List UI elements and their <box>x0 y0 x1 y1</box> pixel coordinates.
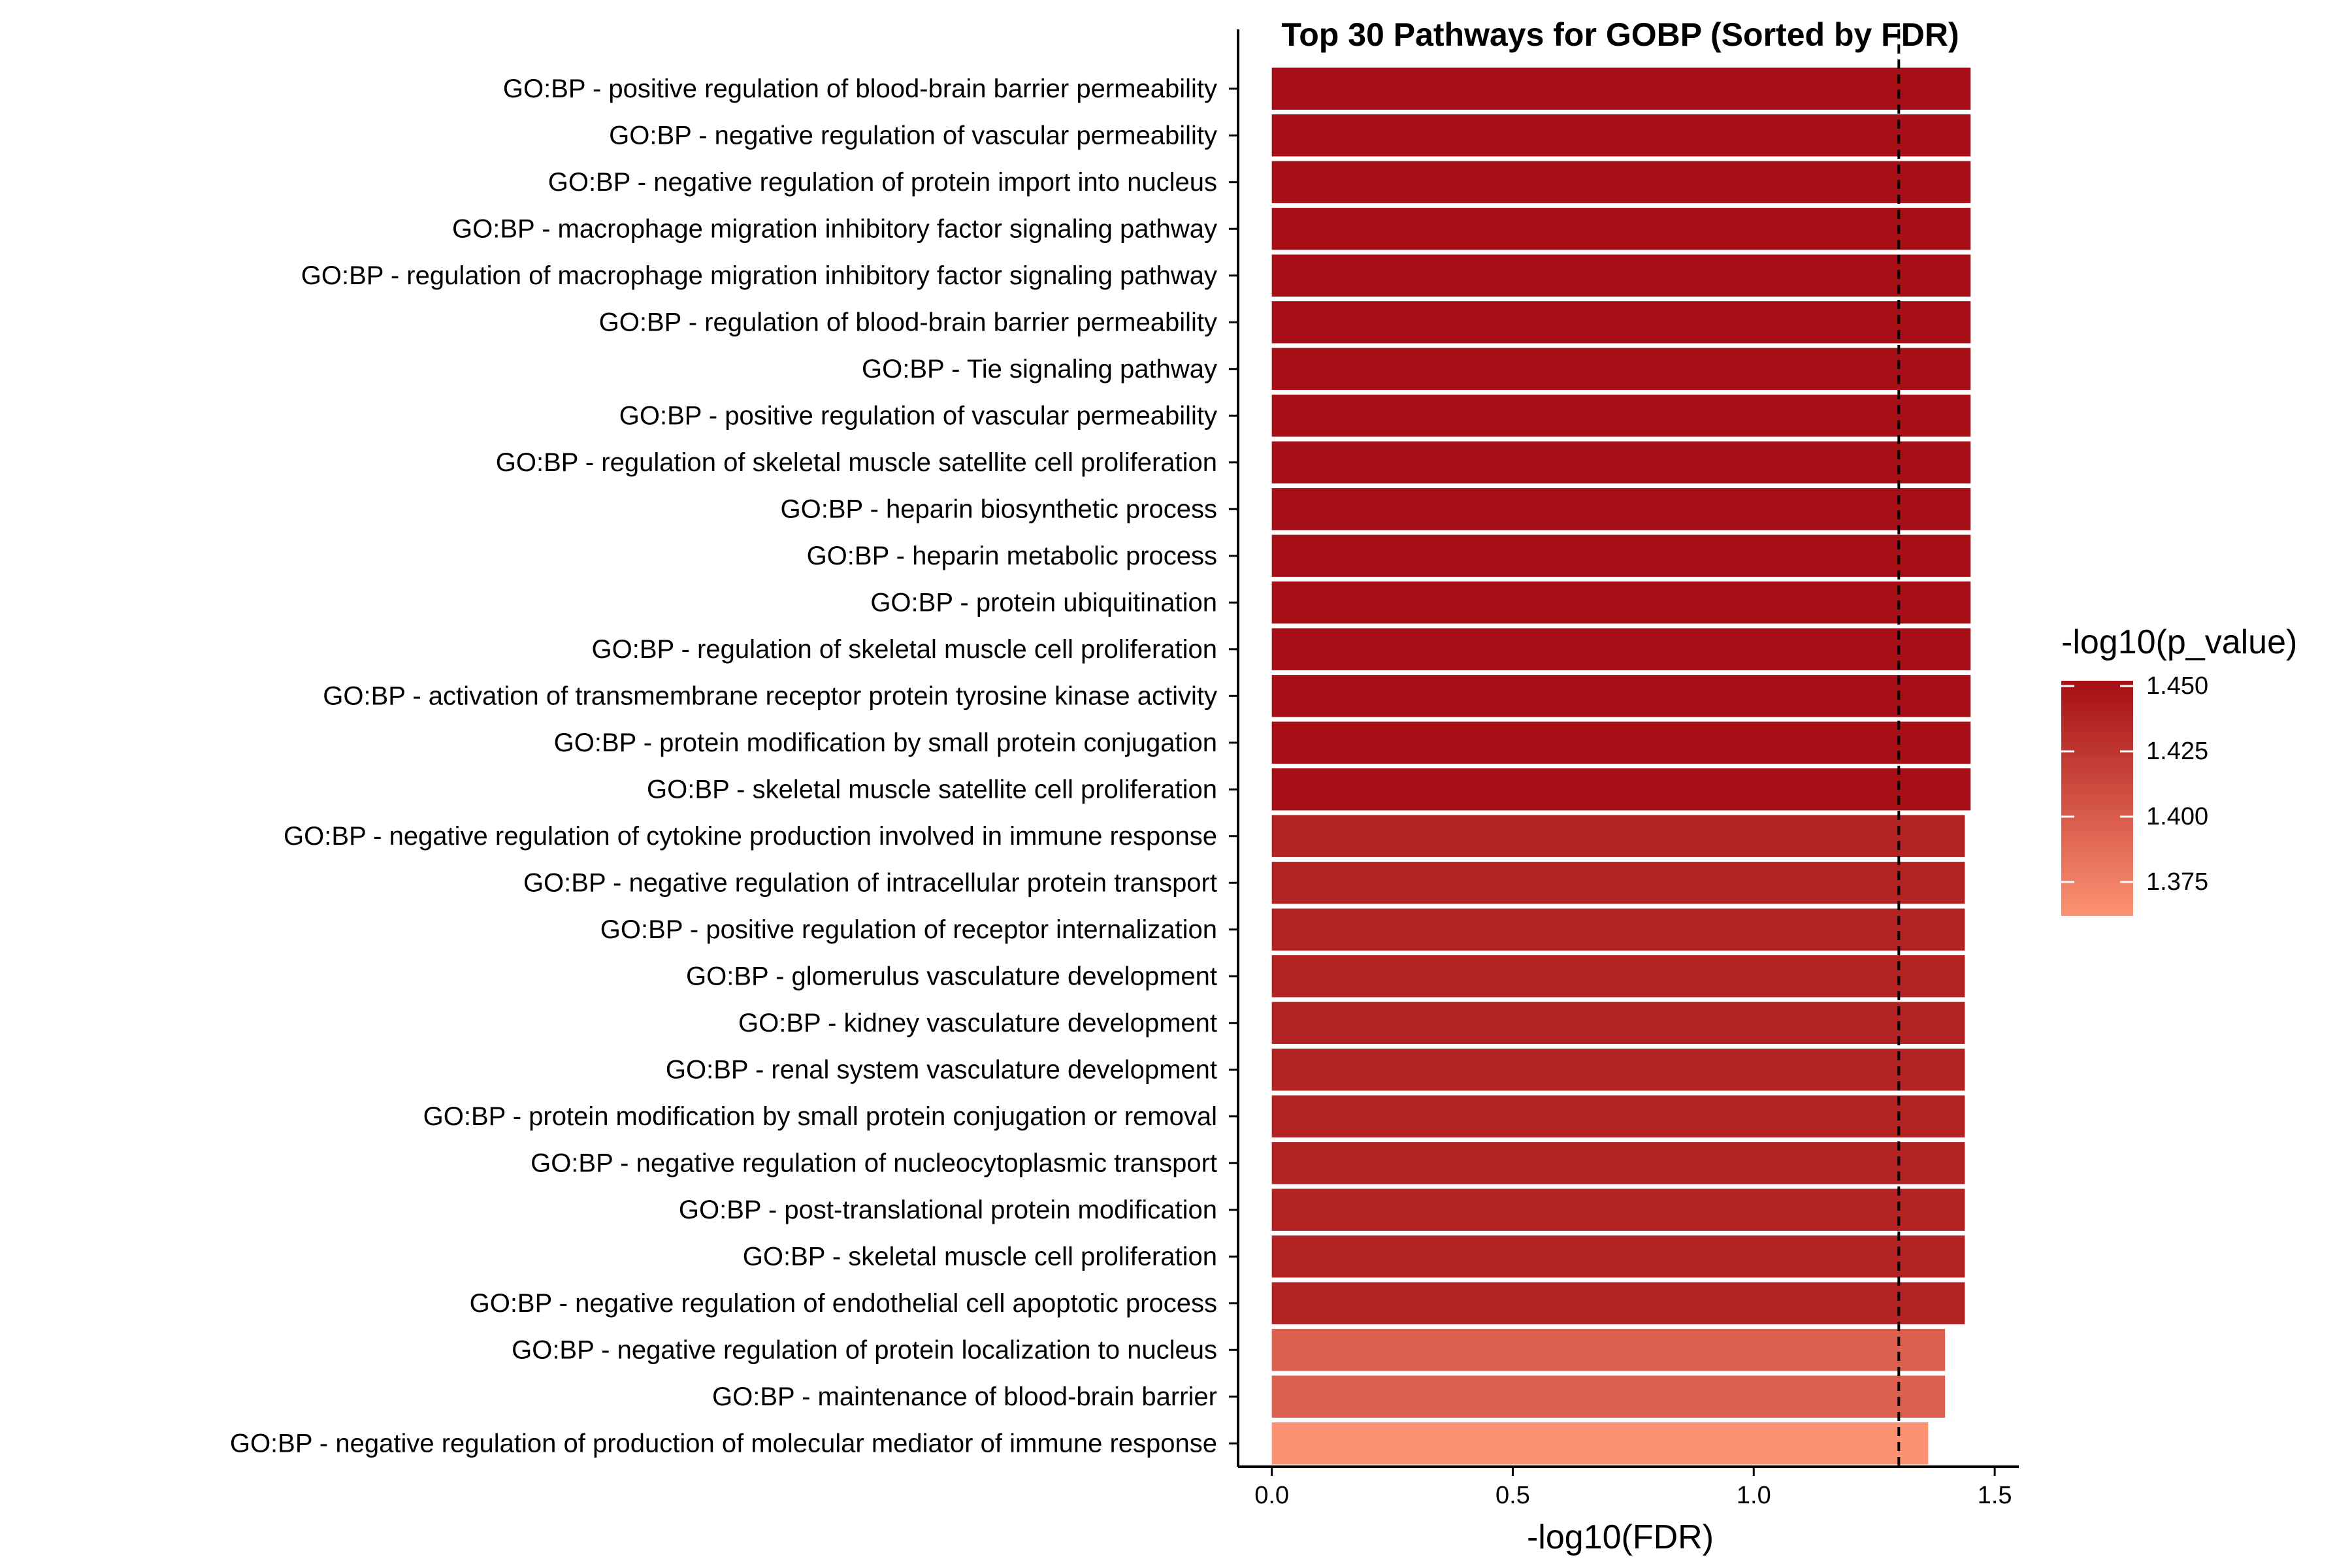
bar <box>1271 208 1971 250</box>
bar <box>1271 1422 1929 1465</box>
bar <box>1271 1282 1965 1324</box>
bar <box>1271 1329 1946 1371</box>
legend-title: -log10(p_value) <box>2061 623 2297 661</box>
y-tick-label: GO:BP - negative regulation of cytokine … <box>284 822 1217 851</box>
x-tick-label: 0.0 <box>1254 1482 1289 1509</box>
y-tick-label: GO:BP - negative regulation of vascular … <box>609 121 1217 150</box>
legend-tick-label: 1.425 <box>2146 738 2208 765</box>
bar <box>1271 441 1971 483</box>
legend-tick-label: 1.375 <box>2146 868 2208 896</box>
y-tick-label: GO:BP - skeletal muscle cell proliferati… <box>743 1242 1217 1271</box>
bars-layer <box>1271 29 1971 1467</box>
bar <box>1271 254 1971 297</box>
bar <box>1271 534 1971 577</box>
y-tick-label: GO:BP - protein ubiquitination <box>870 588 1217 617</box>
bar <box>1271 721 1971 764</box>
legend-tick-label: 1.400 <box>2146 803 2208 830</box>
bar <box>1271 301 1971 344</box>
axes: 0.0 0.5 1.0 1.5 <box>1229 29 2019 1509</box>
legend-colorbar <box>2061 681 2133 916</box>
y-tick-label: GO:BP - skeletal muscle satellite cell p… <box>647 775 1217 804</box>
bar <box>1271 488 1971 531</box>
chart-title: Top 30 Pathways for GOBP (Sorted by FDR) <box>1281 16 1959 53</box>
y-tick-label: GO:BP - positive regulation of receptor … <box>600 915 1217 944</box>
y-tick-label: GO:BP - negative regulation of endotheli… <box>470 1289 1217 1318</box>
y-tick-label: GO:BP - regulation of macrophage migrati… <box>301 261 1217 290</box>
bar <box>1271 908 1965 951</box>
y-tick-label: GO:BP - protein modification by small pr… <box>423 1102 1217 1131</box>
bar <box>1271 1095 1965 1137</box>
y-tick-label: GO:BP - regulation of skeletal muscle ce… <box>592 635 1217 664</box>
y-tick-label: GO:BP - regulation of blood-brain barrie… <box>599 308 1217 336</box>
y-tick-label: GO:BP - regulation of skeletal muscle sa… <box>496 448 1217 477</box>
bar <box>1271 1188 1965 1231</box>
bar <box>1271 768 1971 811</box>
bar <box>1271 581 1971 624</box>
y-tick-label: GO:BP - post-translational protein modif… <box>679 1196 1217 1224</box>
bar <box>1271 114 1971 157</box>
bar <box>1271 675 1971 717</box>
y-tick-label: GO:BP - negative regulation of protein l… <box>512 1335 1217 1364</box>
y-tick-label: GO:BP - glomerulus vasculature developme… <box>686 962 1217 990</box>
x-axis-title: -log10(FDR) <box>1527 1518 1714 1556</box>
y-tick-label: GO:BP - Tie signaling pathway <box>862 355 1217 384</box>
y-tick-label: GO:BP - negative regulation of productio… <box>230 1429 1217 1458</box>
bar <box>1271 862 1965 904</box>
x-tick-label: 0.5 <box>1495 1482 1530 1509</box>
bar <box>1271 1142 1965 1184</box>
bar <box>1271 1235 1965 1278</box>
y-tick-label: GO:BP - maintenance of blood-brain barri… <box>712 1382 1217 1411</box>
y-tick-label: GO:BP - negative regulation of intracell… <box>523 868 1217 897</box>
y-tick-label: GO:BP - negative regulation of nucleocyt… <box>531 1149 1217 1177</box>
x-tick-label: 1.5 <box>1978 1482 2012 1509</box>
y-tick-label: GO:BP - heparin biosynthetic process <box>781 495 1217 523</box>
y-axis-labels: GO:BP - positive regulation of blood-bra… <box>230 74 1217 1458</box>
y-tick-label: GO:BP - negative regulation of protein i… <box>548 168 1217 197</box>
bar <box>1271 67 1971 110</box>
x-tick-label: 1.0 <box>1737 1482 1771 1509</box>
legend-tick-label: 1.450 <box>2146 672 2208 700</box>
bar <box>1271 628 1971 670</box>
bar <box>1271 161 1971 203</box>
bar <box>1271 395 1971 437</box>
y-tick-label: GO:BP - positive regulation of blood-bra… <box>503 74 1217 103</box>
bar <box>1271 1002 1965 1044</box>
y-tick-label: GO:BP - protein modification by small pr… <box>554 728 1217 757</box>
bar <box>1271 348 1971 390</box>
y-tick-label: GO:BP - activation of transmembrane rece… <box>323 681 1217 710</box>
bar <box>1271 815 1965 857</box>
y-tick-label: GO:BP - kidney vasculature development <box>738 1009 1217 1037</box>
bar <box>1271 1049 1965 1091</box>
y-tick-label: GO:BP - macrophage migration inhibitory … <box>452 214 1217 243</box>
color-legend: -log10(p_value) 1.450 1.425 1.400 1.375 <box>2061 623 2297 916</box>
bar <box>1271 1375 1946 1418</box>
y-tick-label: GO:BP - renal system vasculature develop… <box>666 1055 1217 1084</box>
y-tick-label: GO:BP - heparin metabolic process <box>807 542 1217 570</box>
y-tick-label: GO:BP - positive regulation of vascular … <box>619 401 1217 430</box>
bar <box>1271 955 1965 998</box>
